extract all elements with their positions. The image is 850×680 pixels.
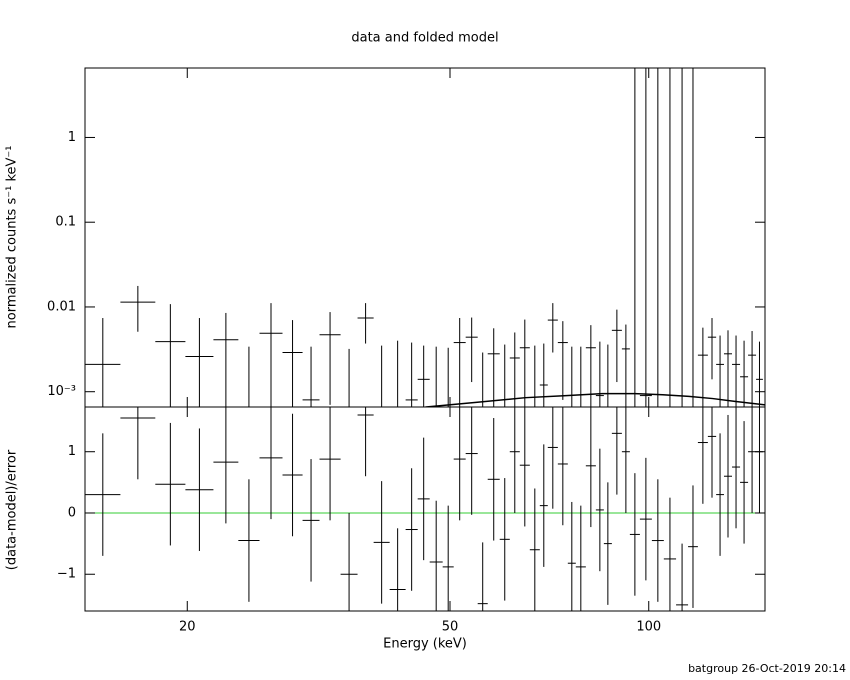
panel bbox=[85, 68, 765, 407]
y-tick-label: 1 bbox=[68, 130, 76, 145]
y-tick-label: 0.1 bbox=[55, 215, 76, 230]
y-tick-label: 0.01 bbox=[47, 299, 76, 314]
chart-title: data and folded model bbox=[351, 31, 498, 46]
x-tick-label: 100 bbox=[636, 620, 661, 635]
x-axis-label: Energy (keV) bbox=[383, 637, 467, 652]
x-tick-label: 50 bbox=[442, 620, 459, 635]
x-tick-label: 20 bbox=[179, 620, 196, 635]
y-tick-label: 1 bbox=[68, 444, 76, 459]
y-tick-label: 10⁻³ bbox=[47, 384, 76, 399]
y-tick-label: 0 bbox=[68, 505, 76, 520]
footer: batgroup 26-Oct-2019 20:14 bbox=[688, 662, 846, 675]
y-axis-label: normalized counts s⁻¹ keV⁻¹ bbox=[5, 146, 20, 329]
y-tick-label: −1 bbox=[57, 567, 76, 582]
y-axis-label: (data-model)/error bbox=[5, 449, 20, 570]
model-line bbox=[423, 392, 765, 407]
plot-frame bbox=[84, 406, 766, 612]
panel bbox=[85, 407, 765, 611]
